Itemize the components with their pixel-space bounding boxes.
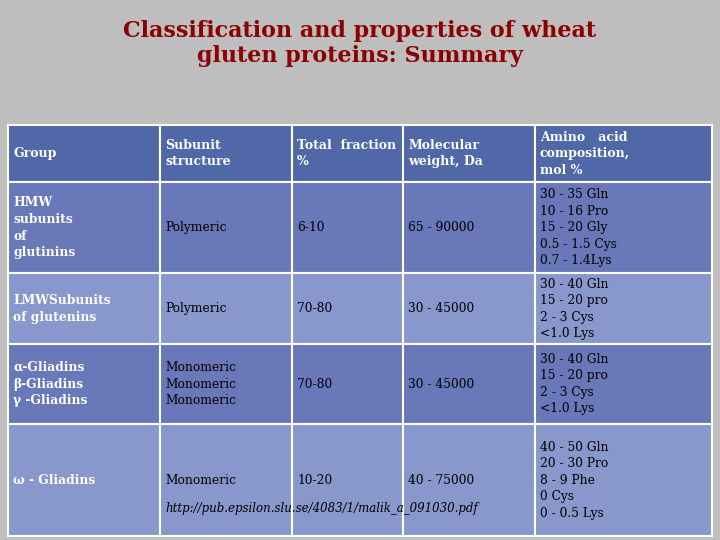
Bar: [535, 273, 712, 344]
Bar: [161, 182, 292, 273]
Bar: [8, 273, 161, 344]
Text: 65 - 90000: 65 - 90000: [408, 221, 474, 234]
Text: 70-80: 70-80: [297, 302, 333, 315]
Text: 30 - 35 Gln
10 - 16 Pro
15 - 20 Gly
0.5 - 1.5 Cys
0.7 - 1.4Lys: 30 - 35 Gln 10 - 16 Pro 15 - 20 Gly 0.5 …: [540, 188, 617, 267]
Bar: [292, 344, 403, 424]
Bar: [8, 125, 161, 182]
Text: 10-20: 10-20: [297, 474, 333, 487]
Bar: [8, 344, 161, 424]
Text: 30 - 40 Gln
15 - 20 pro
2 - 3 Cys
<1.0 Lys: 30 - 40 Gln 15 - 20 pro 2 - 3 Cys <1.0 L…: [540, 278, 608, 340]
Text: 70-80: 70-80: [297, 377, 333, 390]
Text: 40 - 50 Gln
20 - 30 Pro
8 - 9 Phe
0 Cys
0 - 0.5 Lys: 40 - 50 Gln 20 - 30 Pro 8 - 9 Phe 0 Cys …: [540, 441, 608, 519]
Text: 30 - 45000: 30 - 45000: [408, 377, 474, 390]
Bar: [161, 125, 292, 182]
Text: Group: Group: [13, 147, 56, 160]
Bar: [161, 273, 292, 344]
Text: 30 - 45000: 30 - 45000: [408, 302, 474, 315]
Bar: [403, 182, 535, 273]
Text: Monomeric: Monomeric: [166, 474, 236, 487]
Text: 30 - 40 Gln
15 - 20 pro
2 - 3 Cys
<1.0 Lys: 30 - 40 Gln 15 - 20 pro 2 - 3 Cys <1.0 L…: [540, 353, 608, 415]
Text: Total  fraction
%: Total fraction %: [297, 139, 396, 168]
Text: Monomeric
Monomeric
Monomeric: Monomeric Monomeric Monomeric: [166, 361, 236, 407]
Text: Polymeric: Polymeric: [166, 302, 227, 315]
Text: http://pub.epsilon.slu.se/4083/1/malik_a_091030.pdf: http://pub.epsilon.slu.se/4083/1/malik_a…: [166, 502, 478, 515]
Text: Subunit
structure: Subunit structure: [166, 139, 231, 168]
Text: Amino   acid
composition,
mol %: Amino acid composition, mol %: [540, 131, 630, 177]
Bar: [403, 424, 535, 536]
Text: Classification and properties of wheat
gluten proteins: Summary: Classification and properties of wheat g…: [123, 20, 597, 68]
Bar: [403, 125, 535, 182]
Text: LMWSubunits
of glutenins: LMWSubunits of glutenins: [13, 294, 111, 323]
Bar: [535, 344, 712, 424]
Bar: [161, 424, 292, 536]
Bar: [292, 424, 403, 536]
Text: HMW
subunits
of
glutinins: HMW subunits of glutinins: [13, 197, 76, 259]
Bar: [403, 273, 535, 344]
Text: α-Gliadins
β-Gliadins
γ -Gliadins: α-Gliadins β-Gliadins γ -Gliadins: [13, 361, 87, 407]
Bar: [8, 182, 161, 273]
Bar: [8, 424, 161, 536]
Text: 6-10: 6-10: [297, 221, 325, 234]
Text: ω - Gliadins: ω - Gliadins: [13, 474, 95, 487]
Text: Polymeric: Polymeric: [166, 221, 227, 234]
Bar: [403, 344, 535, 424]
Bar: [292, 273, 403, 344]
Bar: [292, 182, 403, 273]
Text: Molecular
weight, Da: Molecular weight, Da: [408, 139, 483, 168]
Text: 40 - 75000: 40 - 75000: [408, 474, 474, 487]
Bar: [535, 182, 712, 273]
Bar: [161, 344, 292, 424]
Bar: [292, 125, 403, 182]
Bar: [535, 125, 712, 182]
Bar: [535, 424, 712, 536]
